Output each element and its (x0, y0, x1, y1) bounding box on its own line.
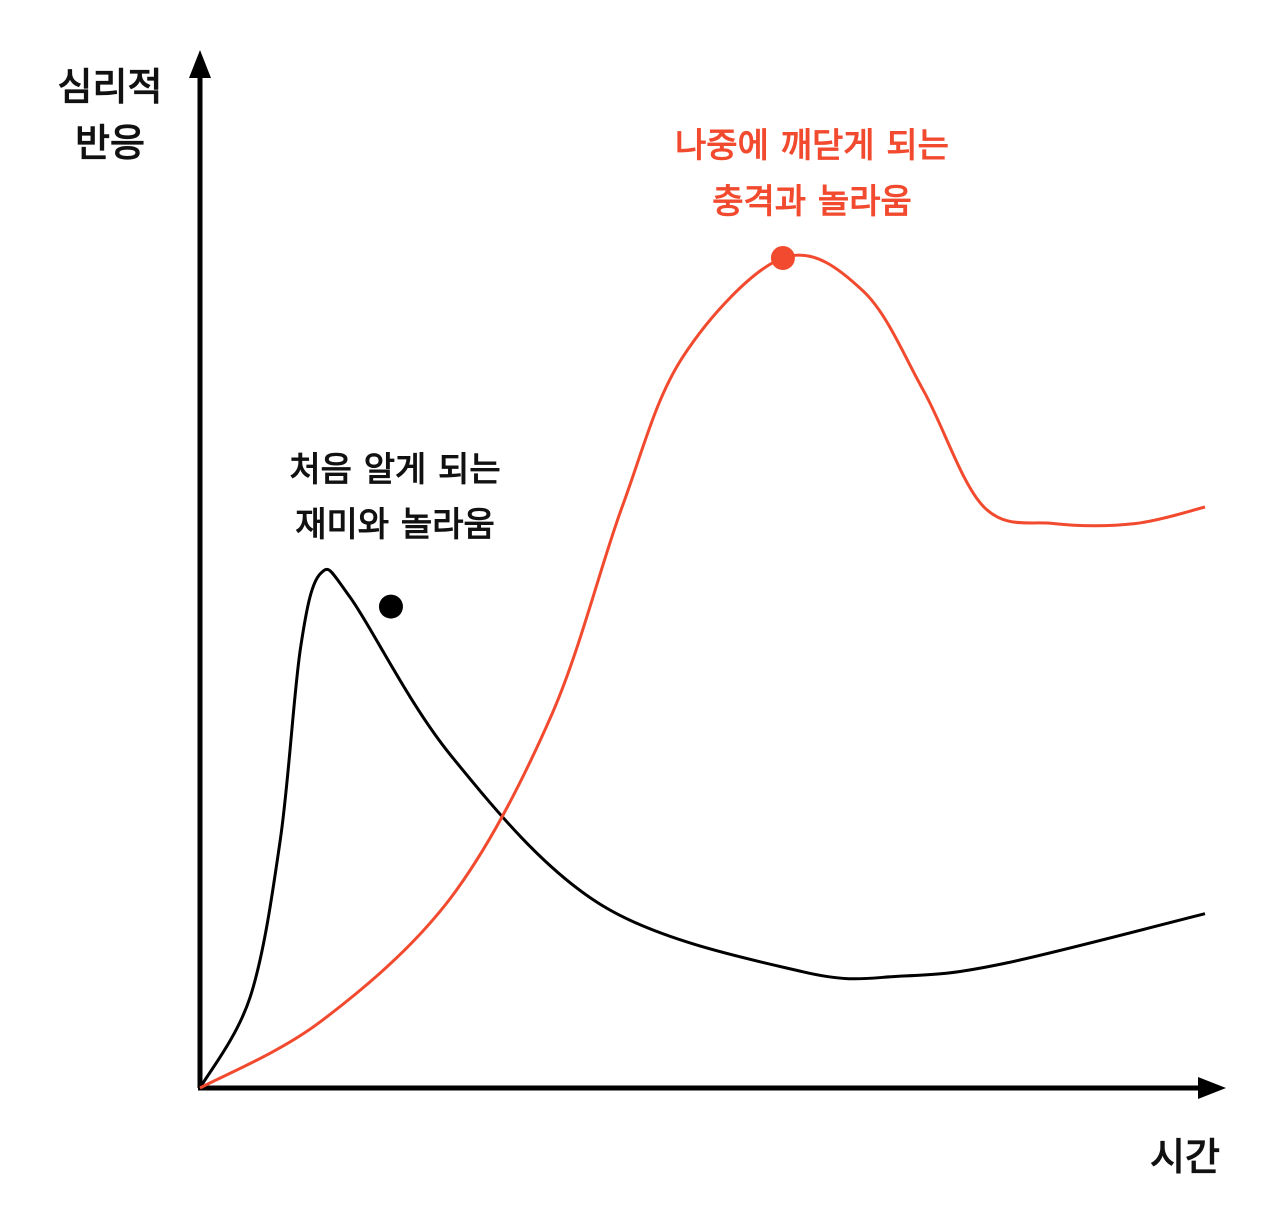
series-black-line (198, 568, 1206, 1089)
series-red-peak-point (770, 246, 795, 270)
y-axis-arrow (189, 50, 211, 78)
series-red-line (199, 253, 1206, 1090)
x-axis-label: 시간 (1150, 1135, 1220, 1179)
y-axis-label-line1: 심리적 (58, 65, 163, 109)
series-black-peak-point (378, 594, 403, 619)
red-annotation-line2: 충격과 놀라움 (712, 182, 912, 222)
black-annotation-line1: 처음 알게 되는 (289, 450, 500, 490)
y-axis-label-line2: 반응 (75, 121, 145, 165)
black-annotation-line2: 재미와 놀라움 (295, 505, 495, 545)
x-axis-arrow (1198, 1077, 1226, 1099)
red-annotation-line1: 나중에 깨닫게 되는 (675, 126, 949, 166)
